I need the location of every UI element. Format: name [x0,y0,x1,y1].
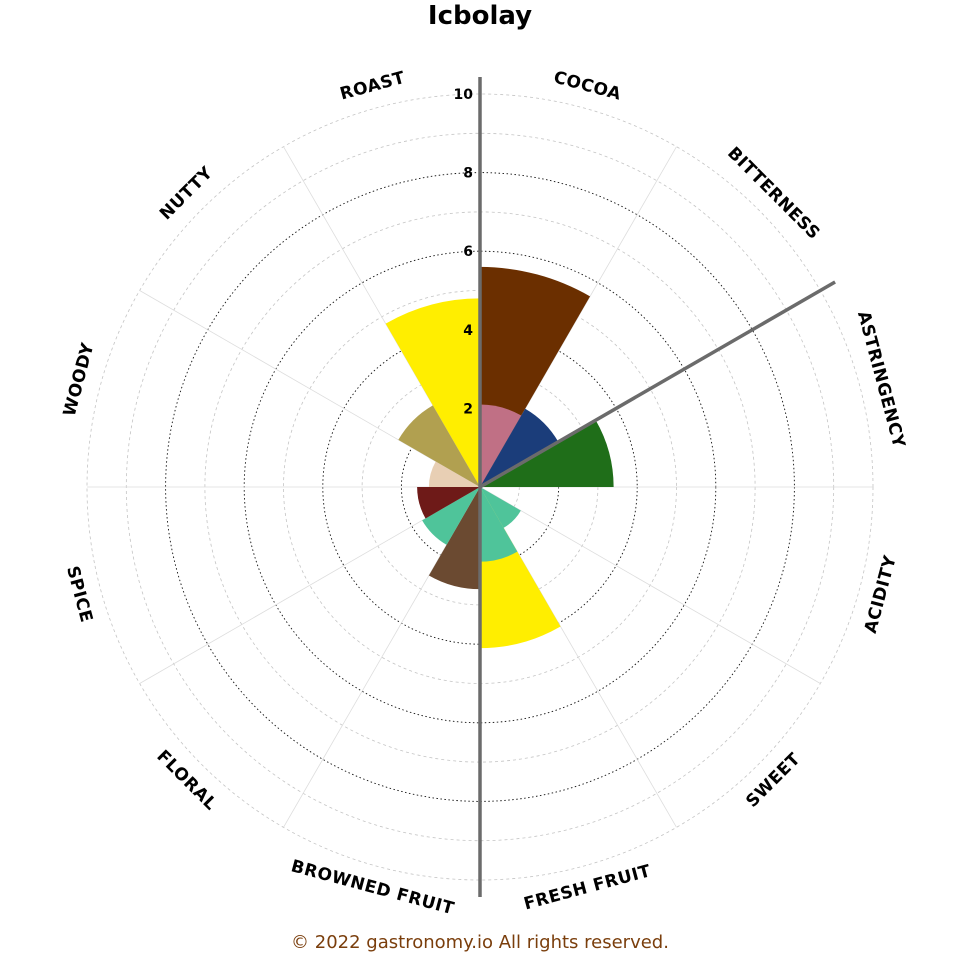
bar-nutty [398,405,480,487]
category-label: ASTRINGENCY [853,309,909,450]
radial-tick-label: 4 [463,323,473,339]
copyright-footer: © 2022 gastronomy.io All rights reserved… [291,932,669,953]
category-label: SPICE [62,564,96,625]
bar-spice [417,487,480,519]
category-label: BITTERNESS [723,143,824,244]
axis-line [479,280,836,489]
bar-browned-fruit [428,487,480,590]
chart-bars [385,266,614,649]
category-label: BROWNED FRUIT [289,856,457,919]
category-label: FRESH FRUIT [522,861,653,914]
category-label: WOODY [60,340,99,418]
bar-sweet [480,487,521,528]
grid-spoke [479,486,821,684]
category-label: FLORAL [152,746,220,814]
bar-bitterness [480,408,559,487]
chart-title: Icbolay [428,1,532,31]
category-label: COCOA [551,68,623,105]
category-label: NUTTY [156,163,217,224]
category-label: SWEET [742,749,804,811]
grid-spoke [139,290,481,488]
bar-floral [422,487,480,545]
chart-ticks: 2 4 6 8 10 [454,87,474,417]
category-label: ROAST [338,68,408,105]
bar-cocoa [480,404,522,487]
bar-woody [428,461,480,487]
bar-fresh-fruit [480,487,518,562]
category-label: ACIDITY [861,553,901,635]
bar-roast [385,298,480,487]
radial-tick-label: 8 [463,166,473,182]
bar-astringency [480,420,614,487]
grid-spoke [479,486,677,828]
radial-tick-label: 10 [454,87,474,103]
radial-tick-label: 6 [463,244,473,260]
radial-tick-label: 2 [463,401,473,417]
chart-axes [478,77,836,897]
grid-spoke [139,486,481,684]
